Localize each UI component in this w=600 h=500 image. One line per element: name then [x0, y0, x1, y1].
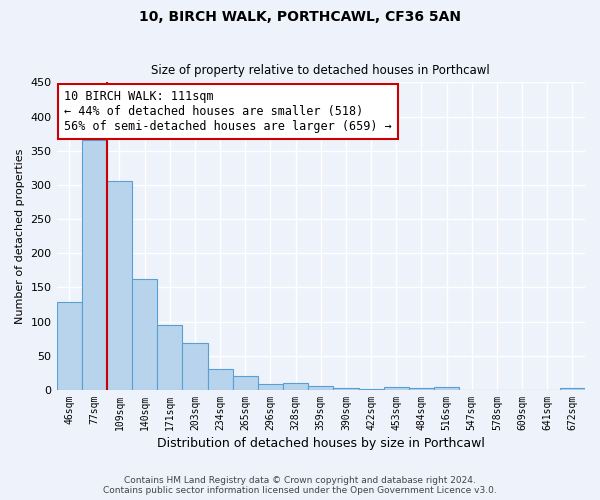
Bar [334, 388, 359, 390]
Bar [434, 387, 459, 390]
Bar [82, 140, 107, 390]
Bar [182, 344, 208, 390]
X-axis label: Distribution of detached houses by size in Porthcawl: Distribution of detached houses by size … [157, 437, 485, 450]
Bar [560, 388, 585, 390]
Bar [233, 376, 258, 390]
Bar [107, 182, 132, 390]
Bar [308, 386, 334, 390]
Y-axis label: Number of detached properties: Number of detached properties [15, 148, 25, 324]
Bar [157, 325, 182, 390]
Text: Contains HM Land Registry data © Crown copyright and database right 2024.
Contai: Contains HM Land Registry data © Crown c… [103, 476, 497, 495]
Bar [56, 302, 82, 390]
Bar [132, 278, 157, 390]
Bar [409, 388, 434, 390]
Text: 10 BIRCH WALK: 111sqm
← 44% of detached houses are smaller (518)
56% of semi-det: 10 BIRCH WALK: 111sqm ← 44% of detached … [64, 90, 392, 133]
Bar [283, 383, 308, 390]
Text: 10, BIRCH WALK, PORTHCAWL, CF36 5AN: 10, BIRCH WALK, PORTHCAWL, CF36 5AN [139, 10, 461, 24]
Bar [383, 387, 409, 390]
Bar [359, 388, 383, 390]
Title: Size of property relative to detached houses in Porthcawl: Size of property relative to detached ho… [151, 64, 490, 77]
Bar [258, 384, 283, 390]
Bar [208, 370, 233, 390]
